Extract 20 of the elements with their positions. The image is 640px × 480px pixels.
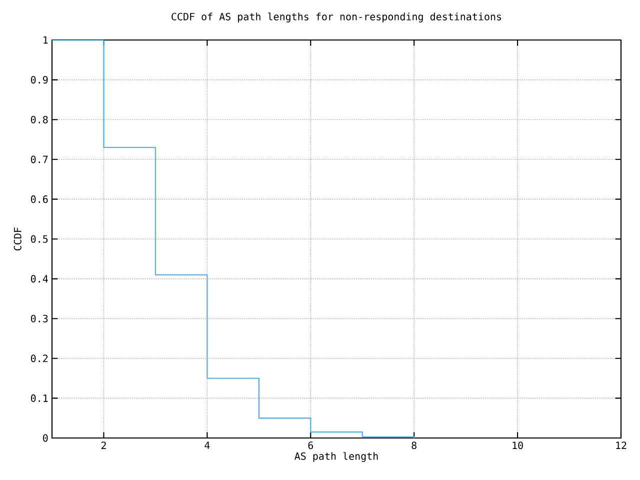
y-tick-label: 0.1 bbox=[30, 394, 48, 402]
x-tick-label: 6 bbox=[308, 442, 313, 450]
y-tick-label: 0 bbox=[43, 434, 48, 442]
x-tick-label: 2 bbox=[101, 442, 106, 450]
x-tick-label: 10 bbox=[512, 442, 523, 450]
chart-title: CCDF of AS path lengths for non-responding destinations bbox=[172, 12, 502, 22]
x-tick-label: 8 bbox=[412, 442, 416, 450]
y-axis-title: CCDF bbox=[14, 228, 22, 250]
y-tick-label: 0.6 bbox=[30, 195, 48, 203]
x-tick-label: 4 bbox=[204, 442, 210, 449]
x-tick-label: 12 bbox=[616, 442, 626, 450]
y-tick-label: 0.9 bbox=[30, 76, 48, 84]
y-tick-label: 0.7 bbox=[30, 156, 48, 164]
y-tick-label: 0.2 bbox=[30, 354, 48, 362]
y-tick-label: 1 bbox=[44, 36, 48, 44]
y-tick-label: 0.3 bbox=[30, 314, 48, 322]
x-axis-title: AS path length bbox=[294, 452, 378, 462]
y-tick-label: 0.4 bbox=[30, 275, 48, 283]
y-tick-label: 0.5 bbox=[30, 235, 48, 243]
y-tick-label: 0.8 bbox=[30, 116, 48, 124]
